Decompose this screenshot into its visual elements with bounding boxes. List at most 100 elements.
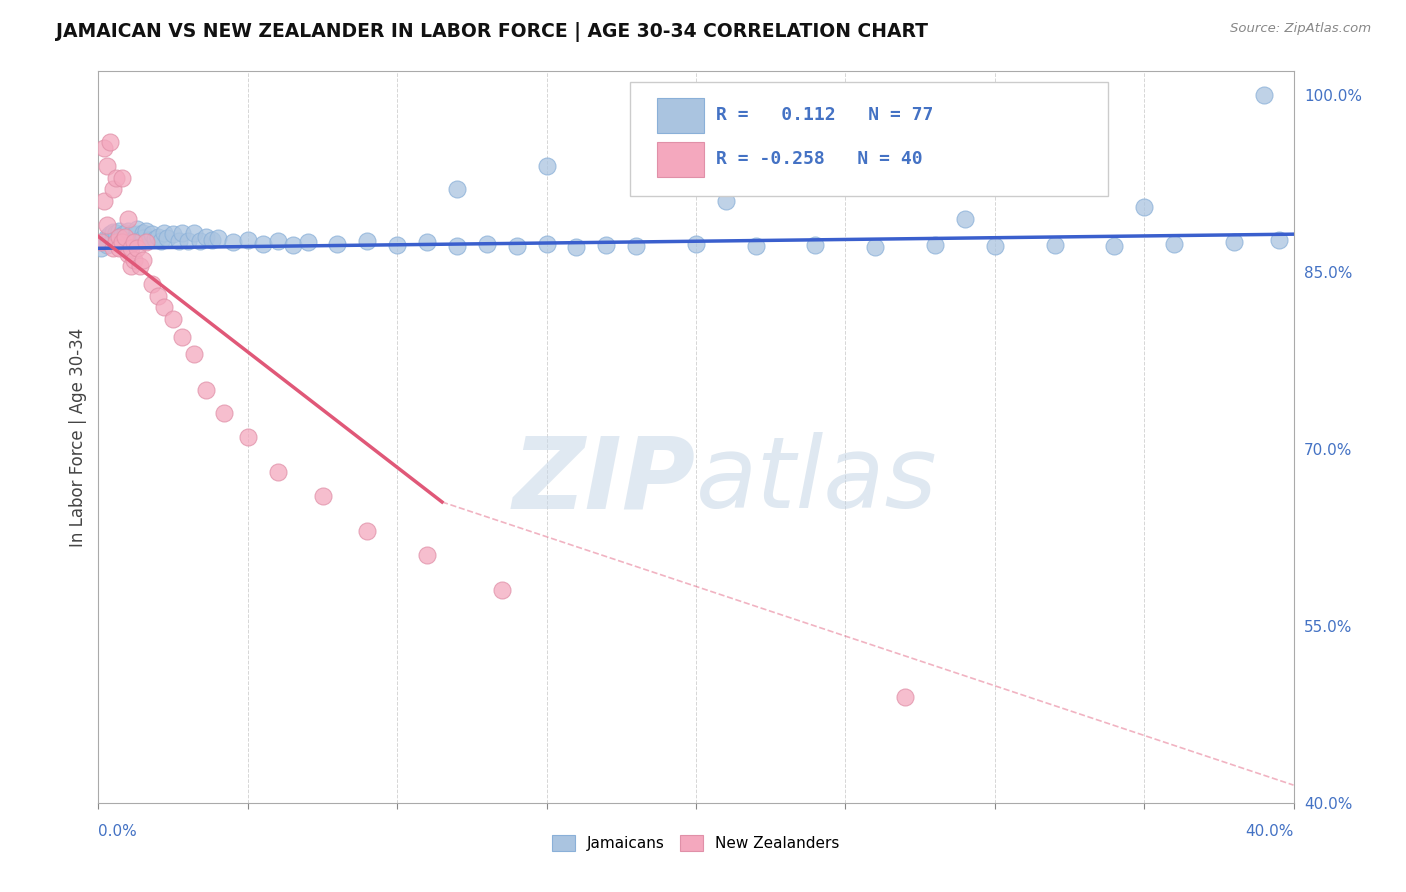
- Point: [127, 222, 149, 236]
- Point: [1253, 87, 1275, 102]
- Text: 40.0%: 40.0%: [1246, 824, 1294, 839]
- Point: [195, 383, 218, 397]
- Point: [356, 234, 378, 248]
- Point: [326, 236, 349, 251]
- Point: [96, 218, 118, 232]
- Point: [108, 224, 131, 238]
- Point: [96, 237, 118, 252]
- Point: [536, 236, 558, 251]
- Point: [1043, 237, 1066, 252]
- Point: [90, 241, 112, 255]
- Point: [201, 233, 224, 247]
- Point: [124, 253, 146, 268]
- Text: atlas: atlas: [696, 433, 938, 530]
- Point: [117, 224, 139, 238]
- Point: [117, 247, 139, 261]
- Point: [105, 233, 128, 247]
- Point: [141, 227, 163, 242]
- Point: [93, 235, 115, 250]
- Point: [150, 234, 173, 248]
- Point: [1104, 239, 1126, 253]
- Point: [98, 135, 122, 149]
- Point: [148, 288, 170, 302]
- Point: [120, 241, 142, 255]
- Point: [108, 230, 131, 244]
- Point: [267, 234, 290, 248]
- Point: [132, 253, 155, 268]
- Point: [143, 232, 166, 246]
- Text: 0.0%: 0.0%: [98, 824, 138, 839]
- Point: [177, 234, 200, 248]
- Point: [114, 226, 136, 240]
- Point: [129, 233, 152, 247]
- Point: [416, 235, 439, 250]
- Point: [96, 229, 118, 244]
- Point: [117, 211, 139, 226]
- Point: [98, 227, 122, 242]
- Point: [96, 159, 118, 173]
- Point: [105, 226, 128, 240]
- Point: [475, 236, 498, 251]
- Point: [446, 239, 468, 253]
- Point: [924, 237, 946, 252]
- Point: [172, 226, 194, 240]
- Point: [536, 159, 558, 173]
- Point: [195, 229, 218, 244]
- Point: [141, 277, 163, 291]
- Text: Source: ZipAtlas.com: Source: ZipAtlas.com: [1230, 22, 1371, 36]
- Point: [93, 141, 115, 155]
- Point: [1267, 233, 1289, 247]
- Legend: Jamaicans, New Zealanders: Jamaicans, New Zealanders: [546, 830, 846, 857]
- Point: [984, 239, 1007, 253]
- Point: [103, 241, 125, 255]
- Point: [156, 230, 179, 244]
- Point: [267, 466, 290, 480]
- Text: R =   0.112   N = 77: R = 0.112 N = 77: [716, 106, 934, 124]
- Point: [153, 301, 176, 315]
- Point: [105, 235, 128, 250]
- Point: [135, 224, 157, 238]
- Point: [167, 234, 190, 248]
- Point: [416, 548, 439, 562]
- Point: [135, 235, 157, 250]
- Point: [714, 194, 737, 208]
- Point: [103, 182, 125, 196]
- Point: [138, 233, 160, 247]
- Point: [103, 225, 125, 239]
- Point: [1223, 235, 1246, 250]
- Point: [114, 229, 136, 244]
- Point: [120, 259, 142, 273]
- Point: [124, 232, 146, 246]
- Point: [132, 230, 155, 244]
- Point: [745, 239, 768, 253]
- Point: [236, 430, 259, 444]
- Point: [108, 229, 131, 244]
- Point: [111, 234, 134, 248]
- Point: [162, 227, 184, 242]
- Point: [565, 240, 588, 254]
- Point: [212, 407, 235, 421]
- Point: [834, 170, 856, 185]
- Point: [120, 233, 142, 247]
- Point: [93, 194, 115, 208]
- Text: JAMAICAN VS NEW ZEALANDER IN LABOR FORCE | AGE 30-34 CORRELATION CHART: JAMAICAN VS NEW ZEALANDER IN LABOR FORCE…: [56, 22, 928, 42]
- Y-axis label: In Labor Force | Age 30-34: In Labor Force | Age 30-34: [69, 327, 87, 547]
- Point: [124, 235, 146, 250]
- Point: [127, 227, 149, 242]
- Point: [1133, 200, 1156, 214]
- Point: [446, 182, 468, 196]
- Point: [356, 524, 378, 539]
- Point: [491, 583, 513, 598]
- Point: [297, 235, 319, 250]
- Point: [111, 170, 134, 185]
- Point: [953, 211, 976, 226]
- Point: [183, 347, 205, 361]
- Point: [114, 232, 136, 246]
- Point: [117, 230, 139, 244]
- Point: [162, 312, 184, 326]
- Point: [90, 235, 112, 250]
- Point: [506, 239, 529, 253]
- Point: [804, 237, 827, 252]
- Point: [207, 230, 229, 244]
- Point: [172, 330, 194, 344]
